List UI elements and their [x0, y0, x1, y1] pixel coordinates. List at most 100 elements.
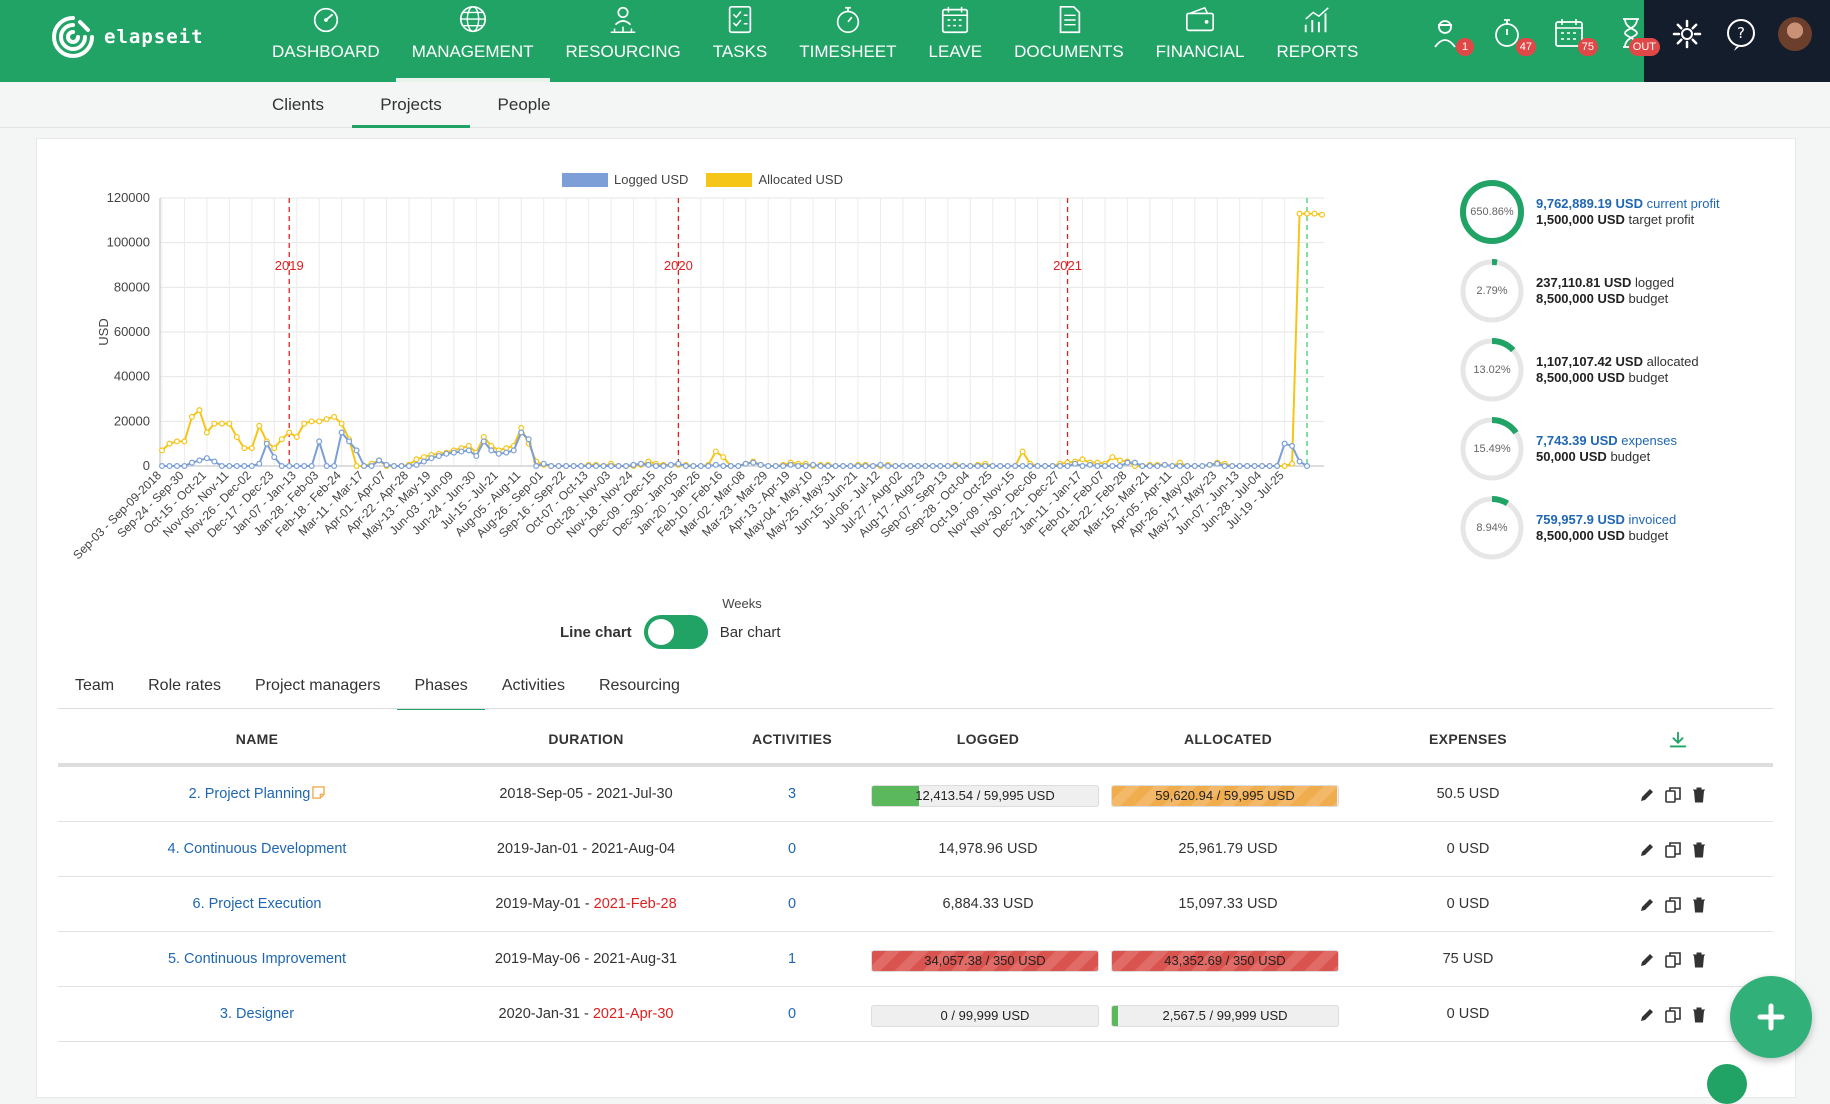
data-point[interactable]	[720, 463, 727, 470]
data-point[interactable]	[593, 463, 600, 470]
data-point[interactable]	[578, 463, 585, 470]
nav-dashboard[interactable]: DASHBOARD	[256, 0, 396, 82]
data-point[interactable]	[907, 463, 914, 470]
data-point[interactable]	[787, 461, 794, 468]
legend-item-logged[interactable]: Logged USD	[562, 172, 688, 187]
secondary-fab[interactable]	[1707, 1064, 1747, 1104]
data-point[interactable]	[271, 445, 278, 452]
edit-pencil-icon[interactable]	[1638, 786, 1656, 804]
data-point[interactable]	[1086, 461, 1093, 468]
data-point[interactable]	[1027, 463, 1034, 470]
nav-leave[interactable]: LEAVE	[913, 0, 999, 82]
delete-trash-icon[interactable]	[1690, 841, 1708, 859]
data-point[interactable]	[435, 452, 442, 459]
data-point[interactable]	[989, 463, 996, 470]
data-point[interactable]	[338, 429, 345, 436]
data-point[interactable]	[667, 461, 674, 468]
data-point[interactable]	[899, 463, 906, 470]
data-point[interactable]	[630, 461, 637, 468]
header-name[interactable]: NAME	[235, 731, 279, 747]
edit-pencil-icon[interactable]	[1638, 951, 1656, 969]
data-point[interactable]	[1116, 463, 1123, 470]
tab-phases[interactable]: Phases	[397, 666, 485, 710]
data-point[interactable]	[286, 429, 293, 436]
data-point[interactable]	[391, 463, 398, 470]
data-point[interactable]	[158, 447, 165, 454]
data-point[interactable]	[533, 463, 540, 470]
data-point[interactable]	[705, 463, 712, 470]
nav-resourcing[interactable]: RESOURCING	[550, 0, 697, 82]
data-point[interactable]	[1304, 463, 1311, 470]
download-button[interactable]	[1658, 712, 1698, 767]
data-point[interactable]	[1214, 460, 1221, 467]
data-point[interactable]	[241, 463, 248, 470]
data-point[interactable]	[608, 463, 615, 470]
data-point[interactable]	[1176, 463, 1183, 470]
data-point[interactable]	[1281, 463, 1288, 470]
duplicate-icon[interactable]	[1664, 786, 1682, 804]
data-point[interactable]	[750, 459, 757, 466]
data-point[interactable]	[1004, 463, 1011, 470]
data-point[interactable]	[248, 463, 255, 470]
data-point[interactable]	[263, 440, 270, 447]
data-point[interactable]	[675, 460, 682, 467]
data-point[interactable]	[413, 461, 420, 468]
data-point[interactable]	[757, 461, 764, 468]
calendar-notification[interactable]: 75	[1552, 16, 1598, 56]
data-point[interactable]	[450, 449, 457, 456]
data-point[interactable]	[974, 463, 981, 470]
data-point[interactable]	[166, 463, 173, 470]
activities-count-link[interactable]: 0	[787, 841, 797, 857]
data-point[interactable]	[331, 463, 338, 470]
header-expenses[interactable]: EXPENSES	[1429, 731, 1507, 747]
data-point[interactable]	[660, 463, 667, 470]
data-point[interactable]	[1221, 463, 1228, 470]
data-point[interactable]	[765, 463, 772, 470]
delete-trash-icon[interactable]	[1690, 951, 1708, 969]
data-point[interactable]	[188, 413, 195, 420]
data-point[interactable]	[1199, 463, 1206, 470]
data-point[interactable]	[203, 455, 210, 462]
data-point[interactable]	[727, 463, 734, 470]
add-button[interactable]	[1730, 976, 1812, 1058]
data-point[interactable]	[405, 463, 412, 470]
data-point[interactable]	[1154, 463, 1161, 470]
data-point[interactable]	[802, 463, 809, 470]
data-point[interactable]	[226, 463, 233, 470]
data-point[interactable]	[854, 463, 861, 470]
data-point[interactable]	[1266, 463, 1273, 470]
data-point[interactable]	[488, 447, 495, 454]
data-point[interactable]	[233, 463, 240, 470]
tab-role-rates[interactable]: Role rates	[148, 677, 222, 694]
data-point[interactable]	[847, 463, 854, 470]
data-point[interactable]	[518, 429, 525, 436]
data-point[interactable]	[286, 463, 293, 470]
data-point[interactable]	[540, 460, 547, 467]
data-point[interactable]	[361, 463, 368, 470]
data-point[interactable]	[181, 438, 188, 445]
activities-count-link[interactable]: 1	[787, 951, 797, 967]
data-point[interactable]	[1289, 442, 1296, 449]
data-point[interactable]	[1244, 463, 1251, 470]
data-point[interactable]	[293, 433, 300, 440]
data-point[interactable]	[1259, 463, 1266, 470]
data-point[interactable]	[1079, 456, 1086, 463]
data-point[interactable]	[877, 461, 884, 468]
nav-documents[interactable]: DOCUMENTS	[998, 0, 1140, 82]
duplicate-icon[interactable]	[1664, 841, 1682, 859]
user-avatar[interactable]	[1778, 17, 1812, 51]
data-point[interactable]	[929, 463, 936, 470]
data-point[interactable]	[353, 463, 360, 470]
data-point[interactable]	[1169, 463, 1176, 470]
data-point[interactable]	[1109, 454, 1116, 461]
data-point[interactable]	[780, 463, 787, 470]
user-worker-notification[interactable]: 1	[1428, 16, 1474, 56]
data-point[interactable]	[1072, 460, 1079, 467]
phase-name-link[interactable]: 5. Continuous Improvement	[167, 951, 347, 967]
nav-tasks[interactable]: TASKS	[697, 0, 783, 82]
data-point[interactable]	[203, 429, 210, 436]
data-point[interactable]	[301, 420, 308, 427]
data-point[interactable]	[383, 461, 390, 468]
duplicate-icon[interactable]	[1664, 1006, 1682, 1024]
delete-trash-icon[interactable]	[1690, 896, 1708, 914]
